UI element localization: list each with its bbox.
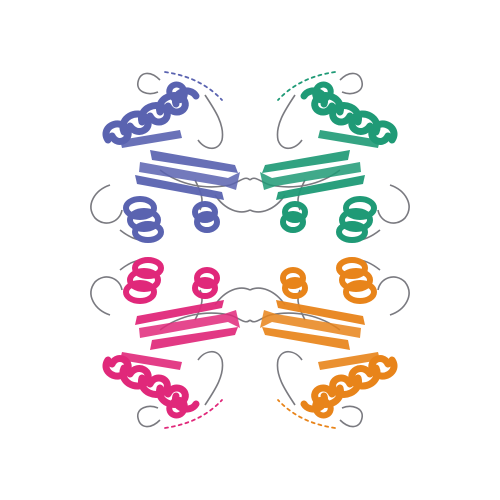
chain-d-ribbon — [249, 257, 410, 429]
chain-c-ribbon — [90, 257, 251, 429]
chain-a-ribbon — [90, 71, 251, 243]
chain-b-ribbon — [249, 71, 410, 243]
